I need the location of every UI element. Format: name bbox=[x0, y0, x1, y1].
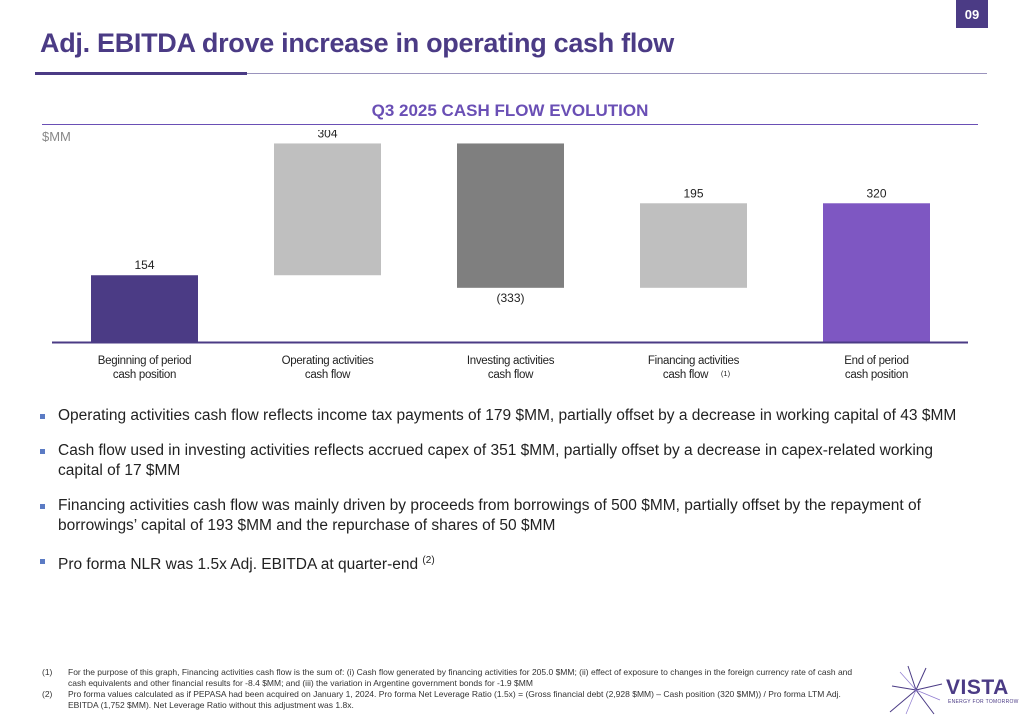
bullet-item: Operating activities cash flow reflects … bbox=[40, 406, 970, 426]
bullet-text: Financing activities cash flow was mainl… bbox=[58, 497, 921, 534]
x-tick-label-1-line-1: Beginning of period bbox=[98, 355, 191, 367]
x-tick-label-4-line-2: cash flow bbox=[663, 369, 709, 381]
data-label-1: 154 bbox=[134, 258, 154, 272]
vista-star-logo-icon bbox=[889, 665, 943, 715]
cash-flow-waterfall-chart: 154 Beginning of period cash position 304 Op… bbox=[52, 130, 968, 381]
bullet-item: Cash flow used in investing activities r… bbox=[40, 441, 970, 481]
bullet-text: Operating activities cash flow reflects … bbox=[58, 407, 957, 424]
x-tick-label-5-line-1: End of period bbox=[844, 355, 909, 367]
chart-title: Q3 2025 CASH FLOW EVOLUTION bbox=[371, 101, 649, 120]
footnote-text: For the purpose of this graph, Financing… bbox=[68, 667, 853, 688]
bullet-footnote-ref: (2) bbox=[422, 555, 435, 566]
page-number: 09 bbox=[956, 0, 988, 28]
footnote-number: (1) bbox=[42, 667, 53, 677]
x-tick-footnote-4: (1) bbox=[721, 369, 731, 378]
bullet-marker-icon bbox=[40, 449, 45, 454]
title-accent-bar bbox=[35, 72, 247, 75]
x-tick-label-2-line-1: Operating activities bbox=[282, 355, 374, 367]
x-tick-label-2-line-2: cash flow bbox=[305, 369, 351, 381]
data-label-3: (333) bbox=[496, 291, 524, 305]
chart-title-divider bbox=[42, 124, 978, 125]
bullet-item: Pro forma NLR was 1.5x Adj. EBITDA at qu… bbox=[40, 551, 970, 575]
footnote-number: (2) bbox=[42, 689, 53, 699]
footnote: (2) Pro forma values calculated as if PE… bbox=[42, 689, 872, 711]
bar-5 bbox=[823, 203, 930, 342]
bullet-text: Cash flow used in investing activities r… bbox=[58, 442, 934, 479]
footnote-text: Pro forma values calculated as if PEPASA… bbox=[68, 689, 841, 710]
bullet-marker-icon bbox=[40, 414, 45, 419]
bar-2 bbox=[274, 143, 381, 276]
page-title: Adj. EBITDA drove increase in operating … bbox=[40, 28, 674, 58]
x-tick-label-1-line-2: cash position bbox=[113, 369, 176, 381]
data-label-4: 195 bbox=[683, 186, 703, 200]
bar-4 bbox=[640, 203, 747, 288]
x-tick-label-3-line-1: Investing activities bbox=[467, 355, 555, 367]
data-label-5: 320 bbox=[866, 186, 886, 200]
bullet-marker-icon bbox=[40, 559, 45, 564]
logo-wordmark: VISTA bbox=[946, 676, 1009, 699]
x-tick-label-3-line-2: cash flow bbox=[488, 369, 534, 381]
footnote: (1) For the purpose of this graph, Finan… bbox=[42, 667, 872, 689]
logo-tagline: ENERGY FOR TOMORROW bbox=[948, 699, 1019, 705]
footnotes: (1) For the purpose of this graph, Finan… bbox=[42, 667, 872, 711]
y-axis-unit-label: $MM bbox=[42, 129, 71, 144]
bullet-list: Operating activities cash flow reflects … bbox=[40, 406, 970, 590]
x-tick-label-5-line-2: cash position bbox=[845, 369, 908, 381]
bullet-item: Financing activities cash flow was mainl… bbox=[40, 496, 970, 536]
bar-3 bbox=[457, 143, 564, 288]
data-label-2: 304 bbox=[317, 130, 337, 140]
bar-1 bbox=[91, 275, 198, 342]
x-tick-label-4-line-1: Financing activities bbox=[648, 355, 740, 367]
bullet-text: Pro forma NLR was 1.5x Adj. EBITDA at qu… bbox=[58, 556, 423, 574]
bullet-marker-icon bbox=[40, 504, 45, 509]
title-divider bbox=[35, 73, 987, 74]
